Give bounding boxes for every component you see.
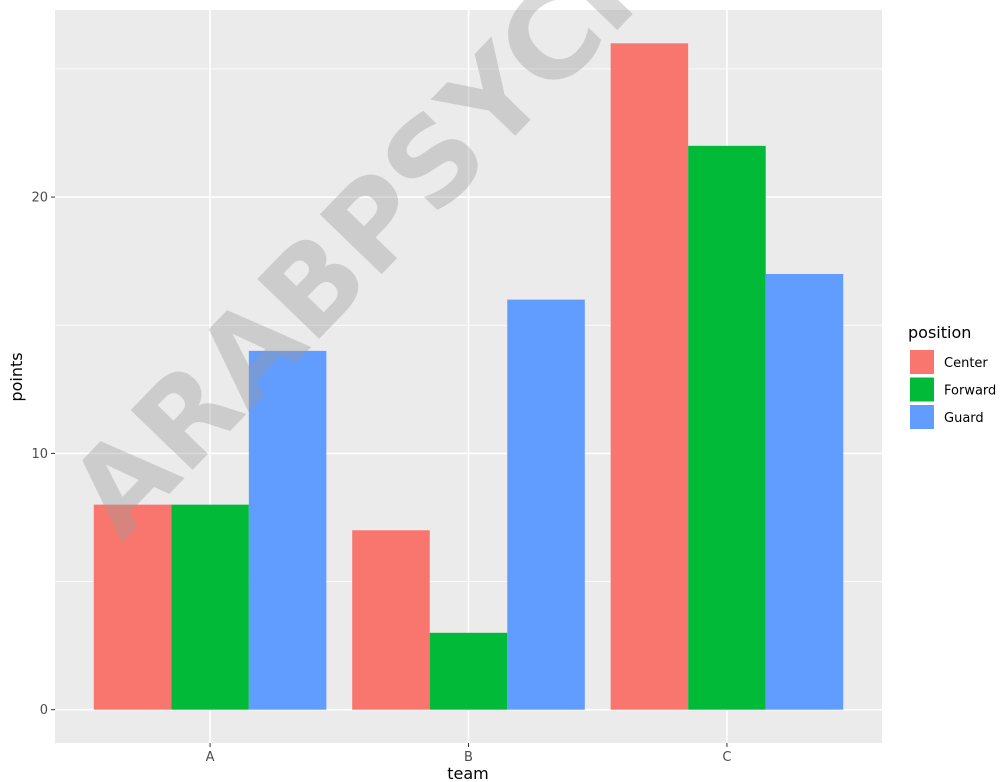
bars <box>93 43 844 710</box>
legend-key-forward <box>910 377 934 402</box>
y-tick-label: 0 <box>40 703 48 718</box>
bar-guard-a <box>248 350 327 710</box>
legend-key-center <box>910 350 934 374</box>
bar-forward-c <box>688 145 766 710</box>
legend-label-guard: Guard <box>944 411 984 426</box>
y-axis-title: points <box>7 352 26 401</box>
bar-center-b <box>352 530 430 710</box>
y-tick-label: 10 <box>31 447 48 462</box>
bar-forward-a <box>171 504 249 710</box>
x-axis-title: team <box>447 764 489 782</box>
y-tick-label: 20 <box>31 191 48 206</box>
y-axis: 0 10 20 <box>31 191 55 718</box>
bar-guard-b <box>507 299 585 710</box>
x-tick-label: B <box>464 750 473 765</box>
legend-title: position <box>908 323 971 342</box>
legend: position Center Forward Guard <box>908 323 996 429</box>
x-tick-label: A <box>206 750 215 765</box>
legend-label-forward: Forward <box>944 384 996 399</box>
bar-guard-c <box>765 273 844 710</box>
bar-forward-b <box>429 632 508 710</box>
bar-center-a <box>93 504 172 710</box>
legend-key-guard <box>910 405 934 429</box>
x-axis: A B C <box>206 743 731 765</box>
bar-center-c <box>610 43 689 710</box>
x-tick-label: C <box>722 750 731 765</box>
legend-label-center: Center <box>944 356 988 371</box>
